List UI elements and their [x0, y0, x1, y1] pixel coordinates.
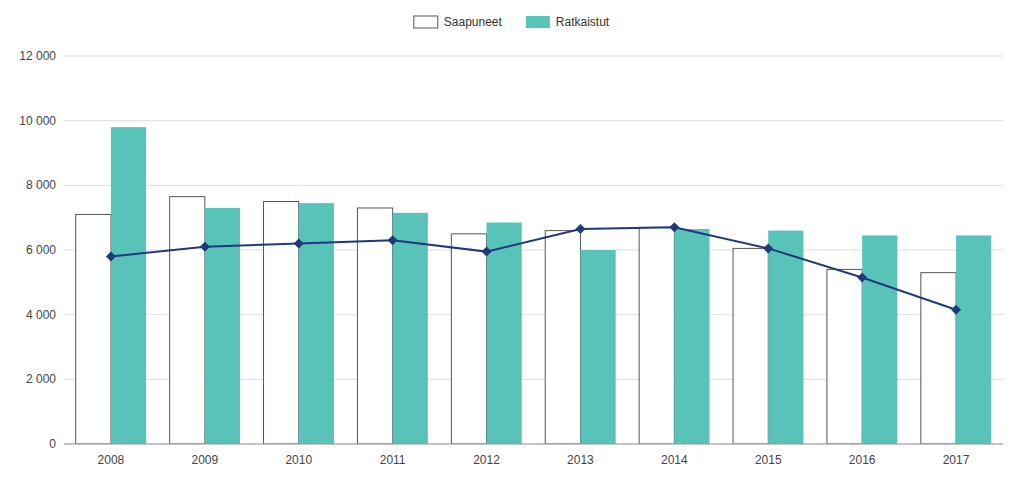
- chart: 0 2 000 4 000 6 000 8 000 10 000 12 000 2008 200…: [0, 0, 1023, 484]
- bar: [393, 213, 428, 444]
- bar: [674, 229, 709, 444]
- grid-line: [64, 185, 1003, 186]
- marker: [200, 242, 210, 252]
- bar: [733, 248, 768, 444]
- bar: [862, 235, 897, 444]
- bar: [639, 227, 674, 444]
- bar: [487, 223, 522, 444]
- bar-series: [76, 197, 956, 444]
- bar: [827, 269, 862, 444]
- bar-series: [111, 127, 991, 444]
- marker: [951, 305, 961, 315]
- x-tick-label: 2011: [380, 453, 406, 467]
- legend-item: Ratkaistut: [526, 15, 610, 29]
- bar: [205, 208, 240, 444]
- bar: [170, 197, 205, 444]
- bar: [768, 231, 803, 444]
- y-tick-label: 8 000: [26, 178, 56, 192]
- y-tick-label: 6 000: [26, 243, 56, 257]
- y-tick-label: 2 000: [26, 372, 56, 386]
- grid-line: [64, 56, 1003, 57]
- legend: Saapuneet Ratkaistut: [414, 15, 610, 29]
- x-tick-label: 2015: [755, 453, 782, 467]
- legend-swatch: [526, 16, 550, 28]
- grid-line: [64, 444, 1003, 445]
- x-axis-line: [64, 444, 1003, 445]
- legend-label: Saapuneet: [444, 15, 503, 29]
- bar: [357, 208, 392, 444]
- bar: [451, 234, 486, 444]
- bar: [956, 235, 991, 444]
- y-tick-label: 0: [49, 437, 56, 451]
- bar: [264, 202, 299, 445]
- marker: [763, 243, 773, 253]
- x-tick-label: 2014: [661, 453, 688, 467]
- marker: [294, 239, 304, 249]
- bar: [76, 214, 111, 444]
- marker: [482, 247, 492, 257]
- y-tick-label: 10 000: [19, 114, 56, 128]
- marker: [106, 251, 116, 261]
- x-tick-label: 2016: [849, 453, 876, 467]
- plot-area: [76, 127, 992, 444]
- marker: [575, 224, 585, 234]
- marker: [669, 222, 679, 232]
- x-tick-label: 2008: [98, 453, 125, 467]
- bar: [111, 127, 146, 444]
- y-tick-label: 12 000: [19, 49, 56, 63]
- line-series: [106, 222, 961, 314]
- y-grid: [64, 56, 1003, 444]
- legend-swatch: [414, 16, 438, 28]
- legend-label: Ratkaistut: [556, 15, 610, 29]
- x-tick-label: 2010: [285, 453, 312, 467]
- grid-line: [64, 120, 1003, 121]
- legend-item: Saapuneet: [414, 15, 503, 29]
- x-tick-label: 2012: [473, 453, 500, 467]
- x-tick-label: 2009: [191, 453, 218, 467]
- bar: [580, 250, 615, 444]
- x-tick-label: 2017: [943, 453, 970, 467]
- y-tick-label: 4 000: [26, 308, 56, 322]
- marker: [388, 235, 398, 245]
- bar: [545, 231, 580, 444]
- x-tick-label: 2013: [567, 453, 594, 467]
- bar: [921, 273, 956, 444]
- line: [111, 227, 956, 309]
- marker: [857, 272, 867, 282]
- bar: [299, 203, 334, 444]
